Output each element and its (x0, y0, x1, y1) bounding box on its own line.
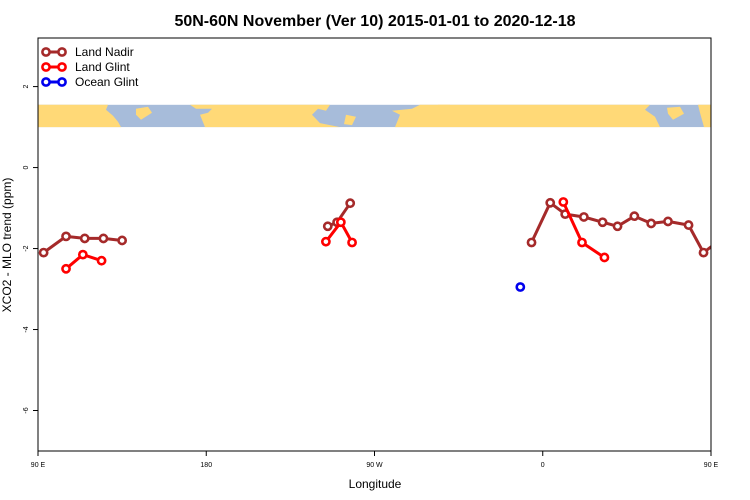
land-nadir-point (737, 235, 744, 242)
y-tick-label: -2 (23, 245, 30, 251)
map-land-eurasia-east (392, 104, 660, 128)
map-land-alaska (698, 104, 711, 128)
ocean-glint-point (515, 282, 526, 292)
map-land-labrador (344, 114, 356, 126)
y-tick-label: -6 (23, 407, 30, 413)
land-glint-point (558, 197, 569, 207)
land-nadir-point (578, 212, 589, 222)
map-land-kamchatka (136, 106, 152, 120)
land-glint-point (347, 237, 357, 248)
x-tick-label: 90 W (366, 462, 383, 469)
land-nadir-point (683, 220, 694, 230)
legend-marker-ocean-glint (57, 77, 67, 87)
land-nadir-point (545, 197, 556, 208)
legend-label-land-glint: Land Glint (75, 60, 130, 74)
x-tick-label: 180 (200, 462, 212, 469)
legend-item-land-glint: Land Glint (41, 60, 130, 74)
x-tick-label: 90 E (704, 462, 719, 469)
land-nadir-point (629, 211, 640, 222)
land-glint-point (77, 249, 88, 260)
land-nadir-point (61, 231, 71, 242)
land-glint-point (745, 251, 750, 258)
land-nadir-point (719, 235, 726, 242)
legend-marker-land-glint (57, 62, 67, 72)
series-layer (38, 197, 750, 292)
y-axis: 2 0 -2 -4 -6 (23, 85, 38, 414)
land-glint-point (96, 255, 107, 266)
land-nadir-point (79, 233, 90, 244)
land-nadir-point (345, 198, 356, 209)
land-nadir-point (98, 233, 109, 244)
x-axis-label: Longitude (349, 477, 402, 491)
y-tick-label: 2 (23, 85, 30, 89)
legend-item-ocean-glint: Ocean Glint (41, 75, 139, 89)
series-ocean-glint (515, 282, 526, 292)
land-glint-point (577, 237, 587, 248)
plot-frame (37, 37, 712, 452)
land-nadir-point (597, 217, 608, 228)
map-land-scandinavia (438, 104, 450, 114)
land-nadir-point (526, 237, 537, 248)
land-nadir-point (38, 247, 49, 258)
world-map-band (38, 104, 711, 128)
land-nadir-point (117, 235, 128, 246)
legend-marker-land-nadir (41, 47, 51, 57)
legend-marker-land-glint (41, 62, 51, 72)
x-axis: 90 E 180 90 W 0 90 E (31, 451, 719, 469)
land-glint-point (599, 252, 610, 263)
x-tick-label: 0 (541, 462, 545, 469)
map-land-north-america (190, 104, 340, 128)
land-nadir-point (322, 221, 333, 232)
land-nadir-point (646, 218, 657, 229)
land-glint-point (61, 263, 71, 274)
land-glint-point (335, 217, 346, 228)
x-tick-label: 90 E (31, 462, 46, 469)
series-land-nadir (38, 197, 744, 258)
land-nadir-point (663, 216, 673, 227)
land-glint-point (728, 265, 735, 272)
chart-title: 50N-60N November (Ver 10) 2015-01-01 to … (174, 13, 575, 30)
land-nadir-point (698, 247, 709, 258)
land-nadir-point (612, 221, 623, 232)
legend-marker-ocean-glint (41, 77, 51, 87)
land-glint-line (732, 255, 750, 269)
y-axis-label: XCO2 - MLO trend (ppm) (0, 178, 14, 313)
legend-label-land-nadir: Land Nadir (75, 45, 134, 59)
legend-item-land-nadir: Land Nadir (41, 45, 134, 59)
land-glint-point (320, 236, 331, 247)
map-land-eurasia-west (38, 104, 121, 128)
map-land-kamchatka-east (667, 106, 684, 120)
series-land-glint (61, 197, 750, 274)
y-tick-label: 0 (23, 166, 30, 170)
legend-marker-land-nadir (57, 47, 67, 57)
y-tick-label: -4 (23, 326, 30, 332)
legend-label-ocean-glint: Ocean Glint (75, 75, 139, 89)
land-glint-line (561, 201, 606, 259)
